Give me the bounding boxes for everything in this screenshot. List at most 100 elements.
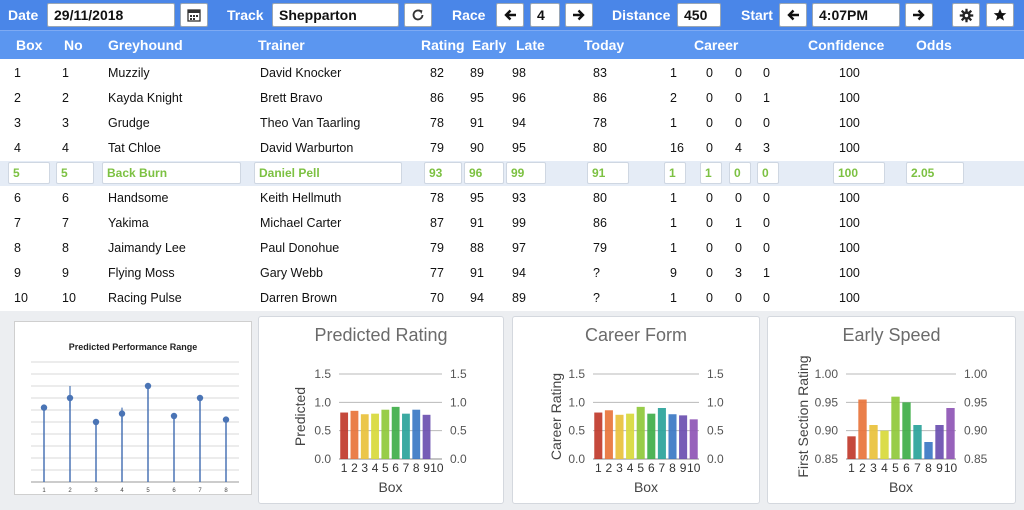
cell-odds: 2.05 xyxy=(906,162,964,184)
y2-tick-label: 0.5 xyxy=(707,424,724,438)
table-row[interactable]: 7 7 Yakima Michael Carter 87 91 99 86 100 1 0 1 0 xyxy=(0,211,1024,236)
cell-today: ? xyxy=(593,291,600,305)
header-early[interactable]: Early xyxy=(472,37,507,53)
cell-rating: 79 xyxy=(430,141,444,155)
date-label: Date xyxy=(8,7,39,23)
y-axis-label: Predicted xyxy=(292,387,308,446)
cell-box: 6 xyxy=(14,191,21,205)
x-tick-label: 2 xyxy=(859,461,866,475)
data-point xyxy=(118,410,126,417)
start-prev-button[interactable] xyxy=(779,3,807,27)
refresh-icon xyxy=(412,9,424,21)
start-time-field[interactable]: 4:07PM xyxy=(812,3,900,27)
x-tick-label: 3 xyxy=(870,461,877,475)
race-next-button[interactable] xyxy=(565,3,593,27)
cell-career-0: 1 xyxy=(670,291,677,305)
favorite-button[interactable] xyxy=(986,3,1014,27)
x-tick-label: 6 xyxy=(392,461,399,475)
bar xyxy=(604,410,613,459)
table-row[interactable]: 9 9 Flying Moss Gary Webb 77 91 94? 100 9 0 3 1 xyxy=(0,261,1024,286)
x-tick-label: 1 xyxy=(848,461,855,475)
distance-field[interactable]: 450 xyxy=(677,3,721,27)
arrow-left-icon xyxy=(787,9,799,21)
bar xyxy=(350,410,359,459)
data-point xyxy=(170,412,178,420)
bar xyxy=(847,436,856,459)
cell-late: 99 xyxy=(512,216,526,230)
header-odds[interactable]: Odds xyxy=(916,37,952,53)
cell-early: 96 xyxy=(464,162,504,184)
cell-career-1: 0 xyxy=(706,266,713,280)
table-row[interactable]: 4 4 Tat Chloe David Warburton 79 90 95 80 100 16 0… xyxy=(0,136,1024,161)
cell-confidence: 100 xyxy=(839,66,860,80)
cell-today: 78 xyxy=(593,116,607,130)
cell-rating: 70 xyxy=(430,291,444,305)
cell-today: 91 xyxy=(587,162,629,184)
header-confidence[interactable]: Confidence xyxy=(808,37,885,53)
chart-title: Predicted Performance Range xyxy=(69,342,198,352)
x-tick-label: 4 xyxy=(372,461,379,475)
settings-button[interactable] xyxy=(952,3,980,27)
cell-greyhound: Handsome xyxy=(108,191,169,205)
header-late[interactable]: Late xyxy=(516,37,545,53)
date-field[interactable]: 29/11/2018 xyxy=(47,3,175,27)
start-next-button[interactable] xyxy=(905,3,933,27)
header-greyhound[interactable]: Greyhound xyxy=(108,37,183,53)
race-field[interactable]: 4 xyxy=(530,3,560,27)
table-row[interactable]: 3 3 Grudge Theo Van Taarling 78 91 94 78 100 1 0 0 0 xyxy=(0,111,1024,136)
runners-table: 1 1 Muzzily David Knocker 82 89 98 83 100 1 0 0 0 2 2 K… xyxy=(0,59,1024,311)
header-trainer[interactable]: Trainer xyxy=(258,37,305,53)
cell-no: 6 xyxy=(62,191,69,205)
header-career[interactable]: Career xyxy=(694,37,739,53)
table-row[interactable]: 1 1 Muzzily David Knocker 82 89 98 83 100 1 0 0 0 xyxy=(0,61,1024,86)
header-box[interactable]: Box xyxy=(16,37,43,53)
x-tick-label: 9 xyxy=(680,461,687,475)
x-tick-label: 7 xyxy=(198,488,202,494)
cell-early: 94 xyxy=(470,291,484,305)
bar xyxy=(880,430,889,459)
table-row[interactable]: 8 8 Jaimandy Lee Paul Donohue 79 88 97 79 100 1 0 0… xyxy=(0,236,1024,261)
y2-tick-label: 1.5 xyxy=(450,367,467,381)
y-tick-label: 0.90 xyxy=(815,424,839,438)
table-row[interactable]: 5 5 Back Burn Daniel Pell 93 96 99 91 100 2.05 1 1 0… xyxy=(0,161,1024,186)
bar xyxy=(689,419,698,459)
cell-no: 7 xyxy=(62,216,69,230)
cell-confidence: 100 xyxy=(833,162,885,184)
y2-tick-label: 0.90 xyxy=(964,424,988,438)
data-point xyxy=(144,382,152,390)
header-no[interactable]: No xyxy=(64,37,83,53)
cell-career-2: 0 xyxy=(735,91,742,105)
cell-career-3: 0 xyxy=(763,116,770,130)
y-tick-label: 0.0 xyxy=(314,452,331,466)
header-rating[interactable]: Rating xyxy=(421,37,465,53)
x-tick-label: 6 xyxy=(172,488,176,494)
data-point xyxy=(222,416,230,423)
arrow-right-icon xyxy=(573,9,585,21)
cell-trainer: Keith Hellmuth xyxy=(260,191,342,205)
cell-no: 8 xyxy=(62,241,69,255)
bar xyxy=(902,402,911,459)
y2-tick-label: 1.00 xyxy=(964,367,988,381)
cell-confidence: 100 xyxy=(839,291,860,305)
x-tick-label: 2 xyxy=(606,461,613,475)
header-today[interactable]: Today xyxy=(584,37,625,53)
calendar-button[interactable] xyxy=(180,3,208,27)
performance-range-chart: Predicted Performance Range 1 2 3 4 5 6 7 8 xyxy=(31,342,239,494)
cell-today: 83 xyxy=(593,66,607,80)
y-tick-label: 1.00 xyxy=(815,367,839,381)
cell-no: 9 xyxy=(62,266,69,280)
cell-late: 97 xyxy=(512,241,526,255)
refresh-button[interactable] xyxy=(404,3,432,27)
cell-greyhound: Jaimandy Lee xyxy=(108,241,186,255)
table-row[interactable]: 2 2 Kayda Knight Brett Bravo 86 95 96 86 100 2 0 0 1 xyxy=(0,86,1024,111)
y-tick-label: 1.0 xyxy=(314,395,331,409)
table-row[interactable]: 10 10 Racing Pulse Darren Brown 70 94 89? 100 1 0… xyxy=(0,286,1024,311)
track-field[interactable]: Shepparton xyxy=(272,3,399,27)
table-row[interactable]: 6 6 Handsome Keith Hellmuth 78 95 93 80 100 1 0 0 0 xyxy=(0,186,1024,211)
cell-career-3: 1 xyxy=(763,266,770,280)
bar xyxy=(381,409,390,459)
race-prev-button[interactable] xyxy=(496,3,524,27)
bar xyxy=(858,399,867,459)
cell-career-0: 1 xyxy=(670,66,677,80)
cell-late: 93 xyxy=(512,191,526,205)
